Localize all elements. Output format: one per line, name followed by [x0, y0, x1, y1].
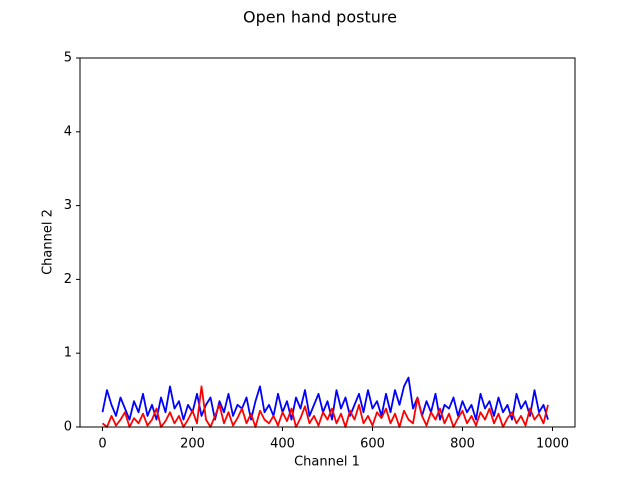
x-tick-label: 200	[180, 437, 205, 452]
plot-frame	[79, 57, 576, 428]
y-tick-label: 5	[64, 51, 72, 66]
y-tick-label: 2	[64, 272, 72, 287]
x-tick-label: 600	[360, 437, 385, 452]
data-line	[101, 385, 549, 428]
chart-title: Open hand posture	[243, 8, 397, 27]
y-tick-label: 0	[64, 420, 72, 435]
x-tick-label: 1000	[536, 437, 569, 452]
y-axis-label: Channel 2	[41, 209, 56, 275]
x-tick-label: 800	[450, 437, 475, 452]
y-tick-label: 3	[64, 198, 72, 213]
y-tick-label: 4	[64, 124, 72, 139]
x-axis-label: Channel 1	[294, 455, 360, 470]
data-line	[101, 376, 549, 421]
y-tick-label: 1	[64, 346, 72, 361]
x-tick-label: 400	[270, 437, 295, 452]
x-tick-label: 0	[98, 437, 106, 452]
